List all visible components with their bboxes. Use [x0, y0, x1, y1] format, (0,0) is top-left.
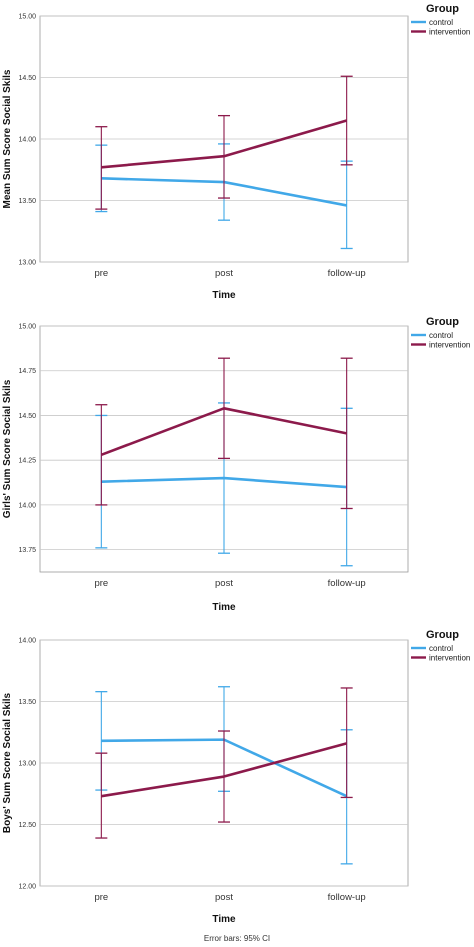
y-tick-label: 14.00: [18, 502, 36, 509]
series-line-control: [101, 476, 347, 489]
x-tick-label: follow-up: [328, 892, 366, 903]
y-tick-label: 14.75: [18, 368, 36, 375]
y-tick-label: 13.00: [18, 761, 36, 768]
y-tick-label: 13.50: [18, 699, 36, 706]
y-axis-title: Boys' Sum Score Social Skils: [2, 692, 13, 833]
y-tick-label: 13.00: [18, 260, 36, 267]
series-line-intervention: [101, 742, 348, 798]
x-tick-label: post: [215, 268, 233, 279]
legend-label-control: control: [429, 644, 453, 653]
x-tick-label: pre: [94, 892, 108, 903]
x-tick-label: follow-up: [328, 268, 366, 279]
chart-panel-2: 15.00 14.75 14.50 14.25 14.00 13.75 pre post fol…: [2, 316, 470, 613]
legend-label-intervention: intervention: [429, 654, 470, 663]
legend-label-control: control: [429, 18, 453, 27]
x-axis-title: Time: [212, 914, 236, 925]
chart-panel-1: 15.00 14.50 14.00 13.50 13.00 pre post follow-u…: [2, 3, 470, 301]
y-tick-label: 14.00: [18, 638, 36, 645]
x-tick-label: post: [215, 892, 233, 903]
y-tick-label: 12.00: [18, 884, 36, 891]
series-intervention: [95, 687, 353, 839]
x-tick-label: post: [215, 578, 233, 589]
x-axis-title: Time: [212, 602, 236, 613]
series-intervention: [95, 75, 353, 210]
legend-label-intervention: intervention: [429, 341, 470, 350]
y-tick-label: 14.00: [18, 137, 36, 144]
legend-title: Group: [426, 316, 459, 328]
y-tick-label: 12.50: [18, 822, 36, 829]
series-line-intervention: [101, 119, 348, 169]
x-tick-label: pre: [94, 578, 108, 589]
y-tick-label: 14.25: [18, 458, 36, 465]
x-tick-label: pre: [94, 268, 108, 279]
y-axis-title: Girls' Sum Score Social Skils: [2, 379, 13, 518]
y-tick-label: 14.50: [18, 75, 36, 82]
legend-title: Group: [426, 629, 459, 641]
y-tick-label: 14.50: [18, 413, 36, 420]
y-tick-label: 13.50: [18, 198, 36, 205]
footnote-error-bars: Error bars: 95% CI: [204, 934, 270, 943]
y-axis-title: Mean Sum Score Social Skils: [2, 69, 13, 208]
chart-panel-3: 14.00 13.50 13.00 12.50 12.00 pre post follow-u…: [2, 629, 470, 925]
x-tick-label: follow-up: [328, 578, 366, 589]
series-line-intervention: [100, 406, 347, 457]
legend-label-intervention: intervention: [429, 28, 470, 37]
y-tick-label: 15.00: [18, 14, 36, 21]
x-axis-title: Time: [212, 290, 236, 301]
legend-label-control: control: [429, 331, 453, 340]
y-tick-label: 15.00: [18, 324, 36, 331]
y-tick-label: 13.75: [18, 547, 36, 554]
legend-title: Group: [426, 3, 459, 15]
series-intervention: [95, 357, 353, 510]
